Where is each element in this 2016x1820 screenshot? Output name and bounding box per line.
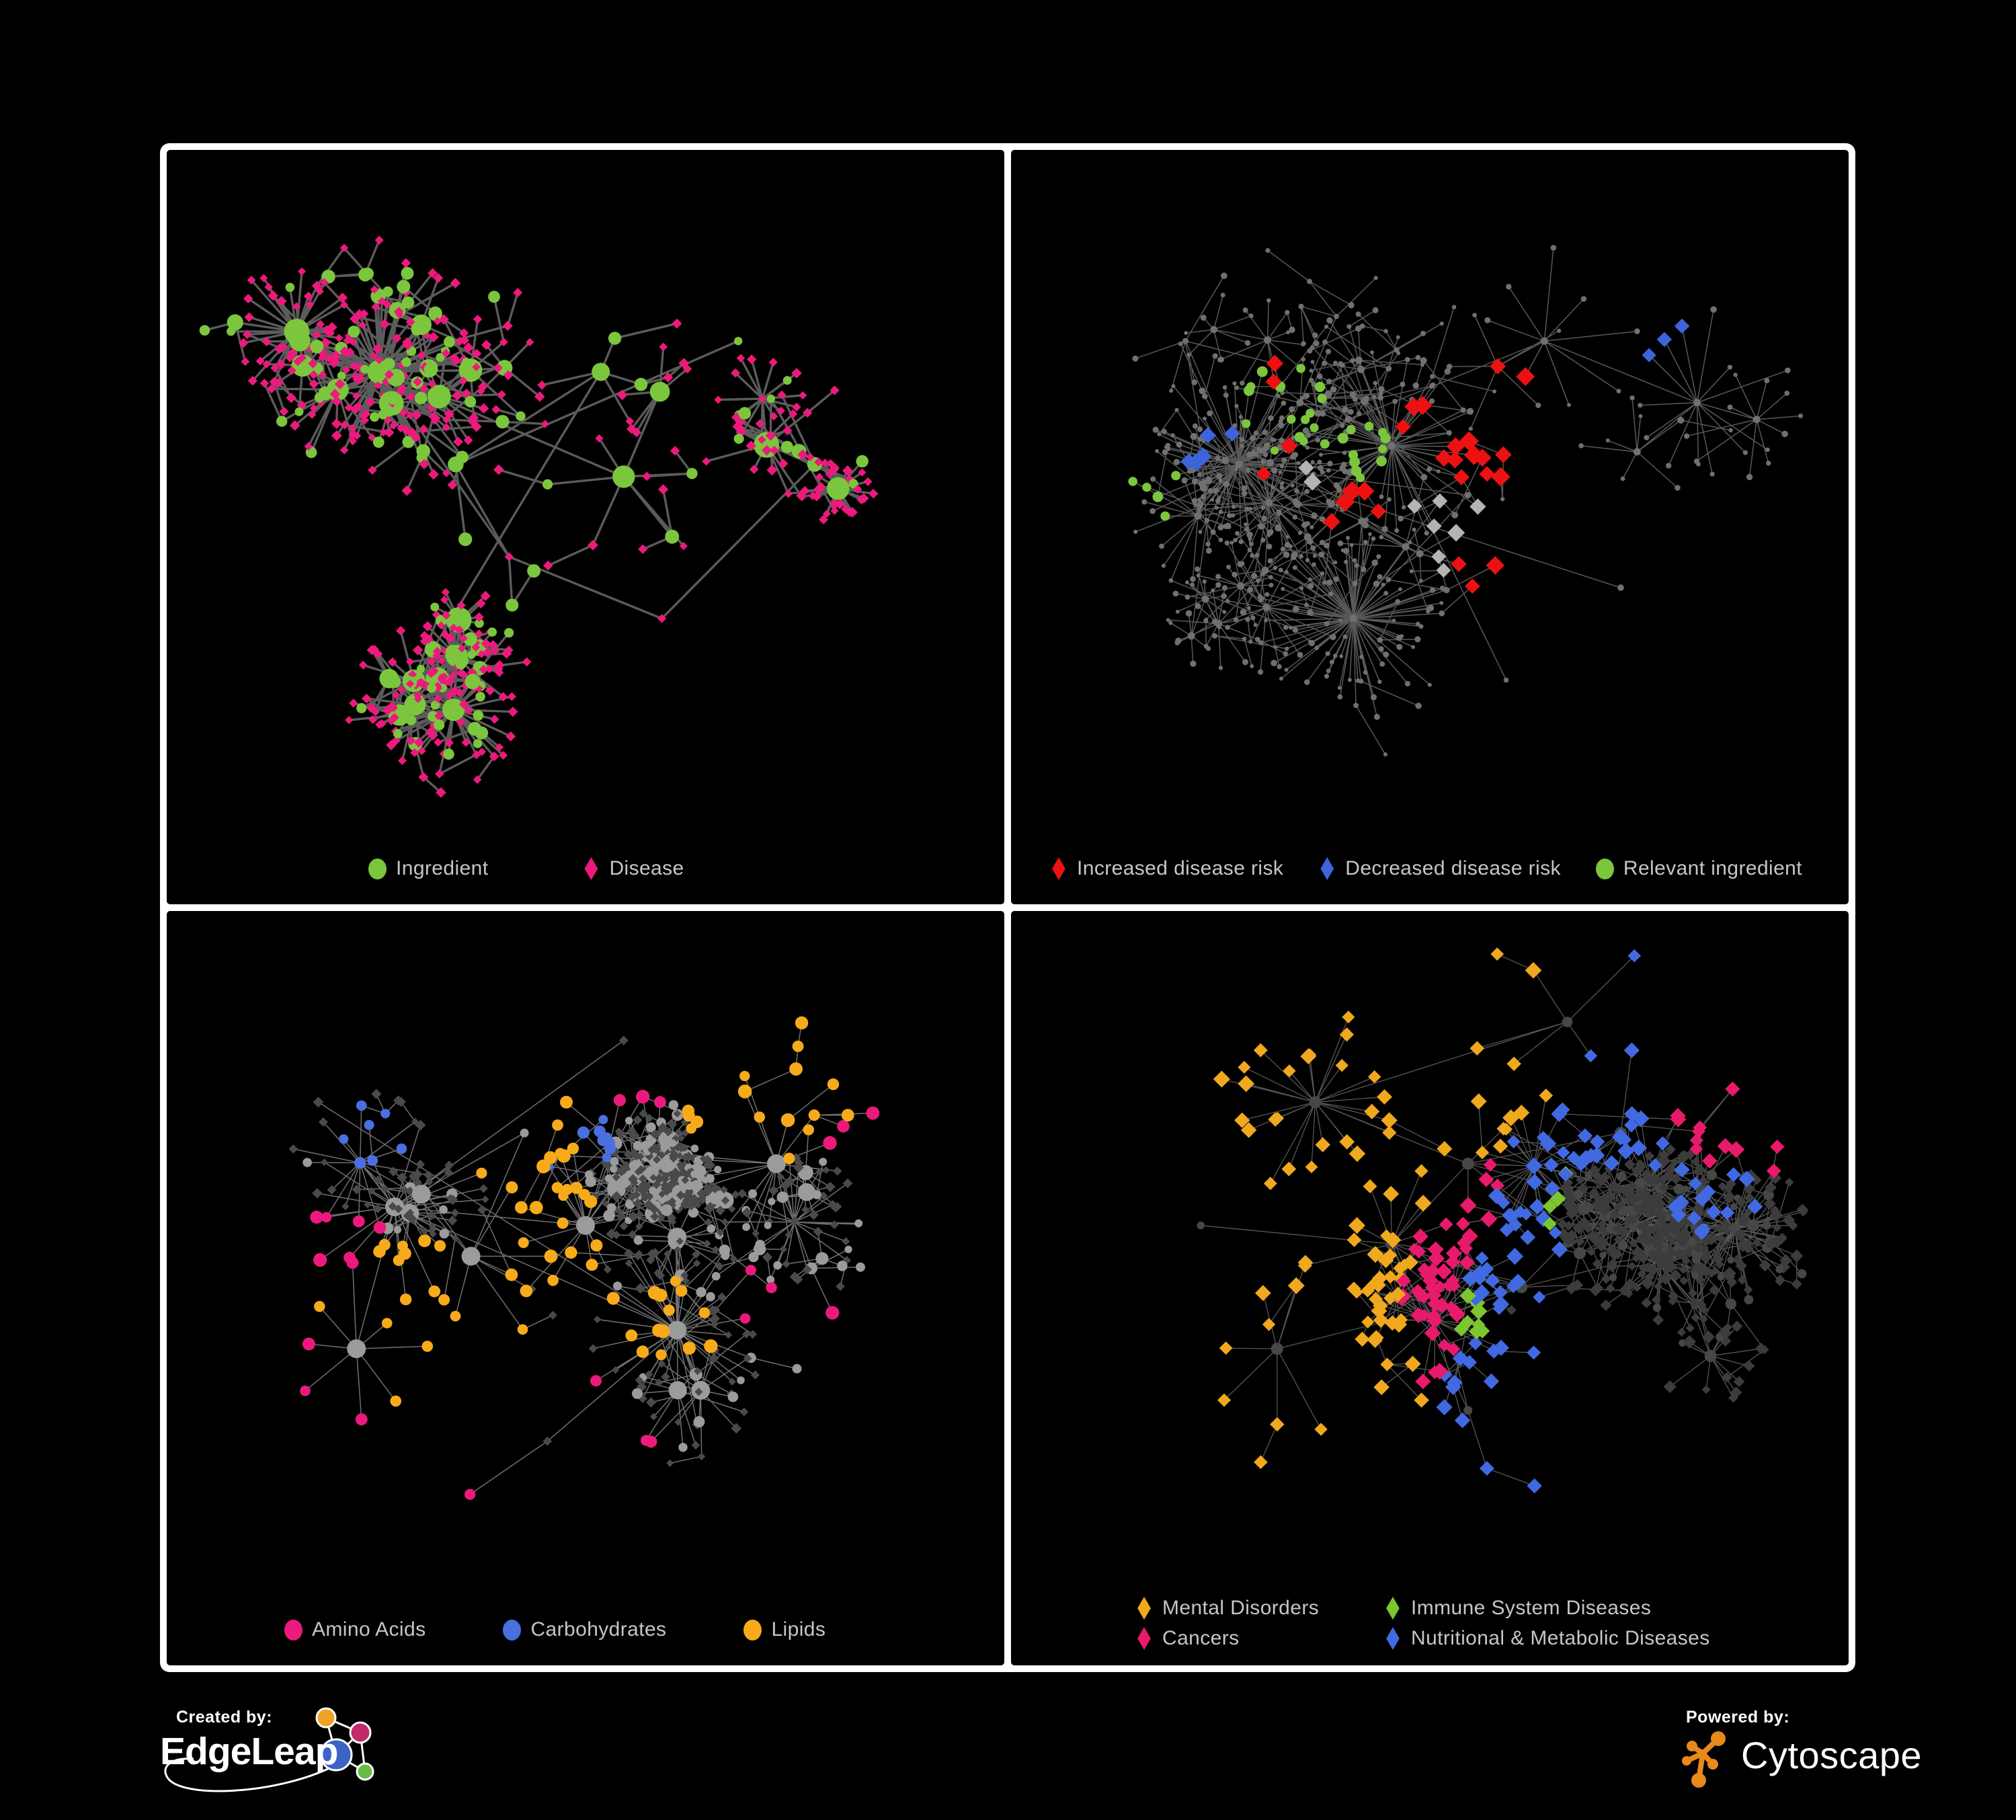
legend-label: Ingredient: [396, 857, 489, 879]
cytoscape-logo-icon: [1682, 1731, 1726, 1788]
legend-label: Carbohydrates: [530, 1618, 667, 1640]
legend-label: Immune System Diseases: [1411, 1597, 1652, 1619]
decreased-risk-diamond-icon: [1320, 857, 1334, 880]
immune-system-diamond-icon: [1386, 1597, 1400, 1620]
legend-nutrient-classes: Amino Acids Carbohydrates Lipids: [284, 1618, 825, 1642]
legend-label: Decreased disease risk: [1345, 857, 1561, 879]
legend-item-increased-risk: Increased disease risk: [1050, 857, 1283, 881]
edgeleap-magenta-node: [349, 1721, 372, 1744]
edgeleap-swoosh: [164, 1757, 333, 1792]
legend-label: Amino Acids: [312, 1618, 426, 1640]
legend-disease-categories: Mental Disorders Immune System Diseases …: [1135, 1596, 1710, 1651]
panel-ingredient-disease: Ingredient Disease: [167, 150, 1004, 904]
legend-label: Mental Disorders: [1162, 1597, 1320, 1619]
legend-ingredient-disease: Ingredient Disease: [368, 857, 684, 881]
legend-item-immune-system-diseases: Immune System Diseases: [1384, 1596, 1710, 1620]
increased-risk-diamond-icon: [1052, 857, 1065, 880]
legend-item-lipids: Lipids: [743, 1618, 825, 1642]
legend-label: Relevant ingredient: [1623, 857, 1802, 879]
cytoscape-node: [1699, 1749, 1707, 1757]
legend-item-nutritional-metabolic: Nutritional & Metabolic Diseases: [1384, 1626, 1710, 1651]
legend-item-mental-disorders: Mental Disorders: [1135, 1596, 1384, 1620]
legend-item-decreased-risk: Decreased disease risk: [1318, 857, 1561, 881]
created-by-label: Created by:: [176, 1708, 273, 1727]
cytoscape-node: [1707, 1759, 1718, 1770]
disease-risk-network-graph: [1128, 245, 1803, 757]
legend-item-ingredient: Ingredient: [368, 857, 488, 881]
legend-disease-risk: Increased disease risk Decreased disease…: [1050, 857, 1802, 881]
lipids-circle-icon: [743, 1619, 762, 1640]
panel-disease-risk: Increased disease risk Decreased disease…: [1011, 150, 1849, 904]
powered-by-block: Powered by: Cytoscape: [1678, 1701, 2001, 1815]
cytoscape-node: [1687, 1741, 1697, 1751]
cancers-diamond-icon: [1137, 1627, 1151, 1650]
panel-disease-categories: Mental Disorders Immune System Diseases …: [1011, 911, 1849, 1665]
edgeleap-green-node: [356, 1762, 374, 1781]
nutritional-metabolic-diamond-icon: [1386, 1627, 1400, 1650]
disease-category-network-graph: [1197, 947, 1809, 1494]
powered-by-label: Powered by:: [1686, 1708, 1790, 1727]
panel-nutrient-classes: Amino Acids Carbohydrates Lipids: [167, 911, 1004, 1665]
edgeleap-orange-node: [315, 1707, 337, 1729]
legend-item-carbohydrates: Carbohydrates: [503, 1618, 666, 1642]
cytoscape-brand-text: Cytoscape: [1741, 1734, 1923, 1776]
legend-label: Nutritional & Metabolic Diseases: [1411, 1627, 1710, 1649]
legend-label: Disease: [609, 857, 684, 879]
ingredient-disease-network-graph: [199, 235, 879, 798]
legend-item-amino-acids: Amino Acids: [284, 1618, 426, 1642]
cytoscape-node: [1711, 1731, 1726, 1746]
relevant-ingredient-circle-icon: [1595, 858, 1614, 879]
mental-disorders-diamond-icon: [1137, 1597, 1151, 1620]
panels-frame: Ingredient Disease Increased disease ris…: [160, 143, 1855, 1672]
legend-label: Cancers: [1162, 1627, 1240, 1649]
amino-acids-circle-icon: [284, 1619, 303, 1640]
legend-item-disease: Disease: [582, 857, 684, 881]
legend-item-relevant-ingredient: Relevant ingredient: [1595, 857, 1802, 881]
edgeleap-logo-icon: [164, 1707, 374, 1792]
nutrient-class-network-graph: [288, 1016, 880, 1500]
legend-label: Lipids: [771, 1618, 826, 1640]
carbohydrates-circle-icon: [503, 1619, 522, 1640]
edgeleap-brand-text: EdgeLeap: [160, 1730, 338, 1773]
created-by-block: Created by: EdgeLeap: [160, 1701, 382, 1815]
cytoscape-node: [1682, 1756, 1691, 1766]
ingredient-circle-icon: [368, 858, 387, 879]
cytoscape-node: [1691, 1773, 1706, 1788]
disease-diamond-icon: [584, 857, 598, 880]
legend-label: Increased disease risk: [1077, 857, 1284, 879]
legend-item-cancers: Cancers: [1135, 1626, 1384, 1651]
edgeleap-blue-node: [319, 1738, 353, 1772]
